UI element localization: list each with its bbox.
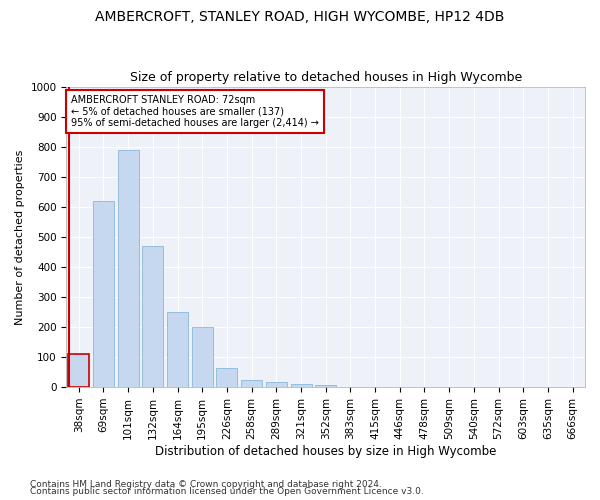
Bar: [266, 382, 287, 387]
X-axis label: Distribution of detached houses by size in High Wycombe: Distribution of detached houses by size …: [155, 444, 496, 458]
Bar: [167, 312, 188, 387]
Text: AMBERCROFT STANLEY ROAD: 72sqm
← 5% of detached houses are smaller (137)
95% of : AMBERCROFT STANLEY ROAD: 72sqm ← 5% of d…: [71, 94, 319, 128]
Bar: [118, 150, 139, 387]
Text: AMBERCROFT, STANLEY ROAD, HIGH WYCOMBE, HP12 4DB: AMBERCROFT, STANLEY ROAD, HIGH WYCOMBE, …: [95, 10, 505, 24]
Bar: [241, 380, 262, 387]
Title: Size of property relative to detached houses in High Wycombe: Size of property relative to detached ho…: [130, 72, 522, 85]
Bar: [142, 246, 163, 387]
Bar: [68, 354, 89, 387]
Text: Contains HM Land Registry data © Crown copyright and database right 2024.: Contains HM Land Registry data © Crown c…: [30, 480, 382, 489]
Text: Contains public sector information licensed under the Open Government Licence v3: Contains public sector information licen…: [30, 487, 424, 496]
Bar: [192, 327, 213, 387]
Bar: [93, 201, 114, 387]
Bar: [315, 384, 336, 387]
Bar: [217, 368, 238, 387]
Y-axis label: Number of detached properties: Number of detached properties: [15, 150, 25, 325]
Bar: [290, 384, 311, 387]
